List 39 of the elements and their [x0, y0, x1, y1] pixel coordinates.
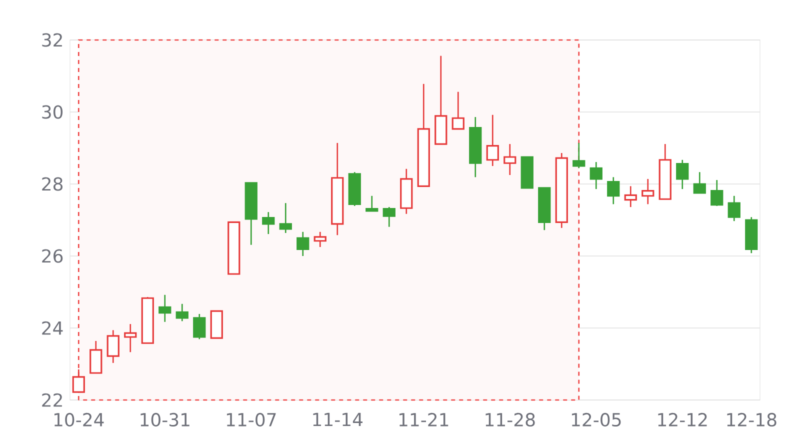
- x-tick-label: 11-28: [486, 412, 535, 427]
- candlestick: [607, 176, 620, 205]
- candlestick: [314, 231, 326, 248]
- candlestick: [366, 195, 378, 212]
- y-tick-label: 24: [42, 321, 63, 335]
- y-tick-label: 22: [42, 393, 62, 407]
- candlestick: [624, 185, 637, 208]
- candlestick: [382, 206, 396, 228]
- candlestick: [296, 231, 310, 257]
- candlestick: [572, 142, 586, 169]
- candlestick: [124, 323, 137, 353]
- candlestick: [452, 91, 464, 130]
- y-tick-label: 28: [42, 177, 63, 191]
- x-tick-label: 11-07: [226, 412, 276, 427]
- candlestick: [90, 340, 102, 374]
- x-tick-label: 11-21: [399, 412, 448, 426]
- x-tick-label: 10-24: [54, 412, 104, 427]
- candlestick: [279, 202, 292, 234]
- candlestick: [642, 178, 654, 205]
- candlestick: [728, 195, 740, 222]
- candlestick: [193, 313, 206, 340]
- y-tick-label: 30: [42, 105, 63, 119]
- y-tick-label: 26: [42, 249, 63, 263]
- x-tick-label: 12-05: [572, 412, 621, 427]
- candlestick: [504, 143, 516, 176]
- candlestick: [676, 159, 689, 190]
- candlestick: [590, 161, 602, 190]
- x-tick-label: 12-18: [727, 412, 776, 427]
- candlestick: [158, 294, 172, 323]
- x-tick-label: 11-14: [313, 412, 363, 426]
- candlestick: [693, 171, 706, 194]
- candlestick: [486, 114, 499, 167]
- candlestick: [106, 329, 120, 364]
- candlestick: [176, 303, 188, 322]
- x-tick-label: 10-31: [140, 412, 190, 427]
- y-tick-label: 32: [42, 33, 62, 47]
- candlestick: [710, 179, 724, 207]
- x-tick-label: 12-12: [658, 412, 707, 426]
- candlestick: [262, 211, 275, 235]
